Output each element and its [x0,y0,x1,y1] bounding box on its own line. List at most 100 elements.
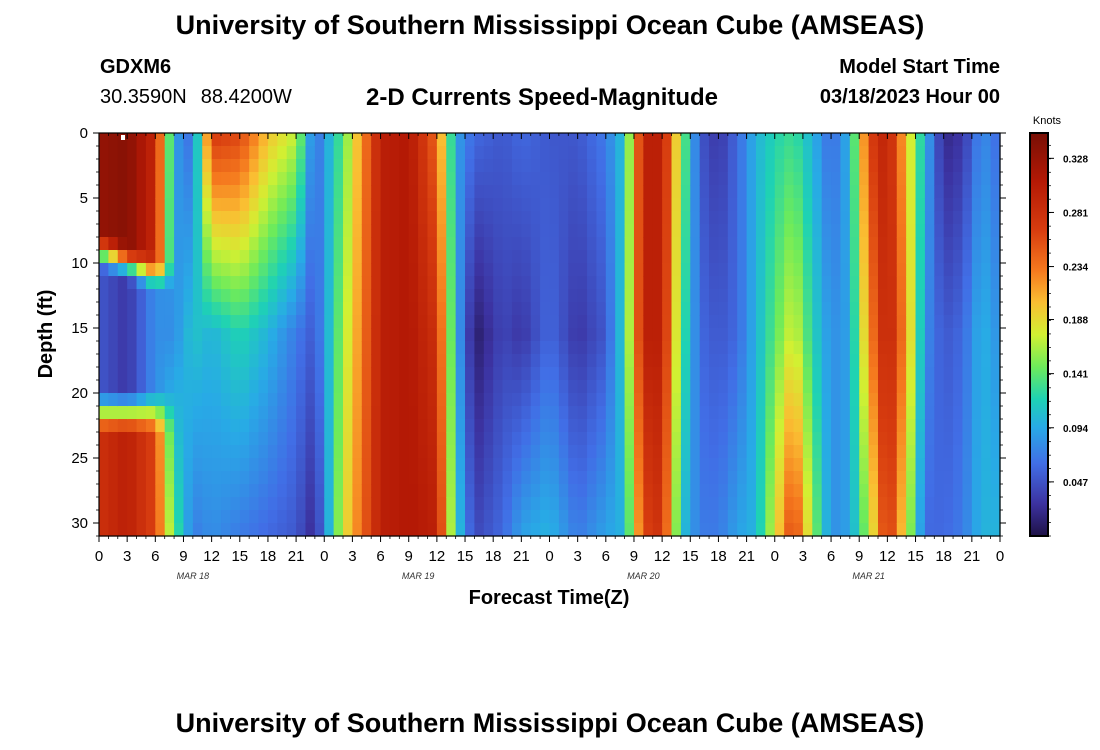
heatmap-cell [202,380,213,394]
heatmap-cell [943,510,954,524]
heatmap-cell [633,172,644,186]
heatmap-cell [221,458,231,472]
heatmap-cell [549,393,560,407]
heatmap-cell [155,237,166,251]
heatmap-cell [774,484,785,498]
heatmap-cell [371,211,382,225]
heatmap-cell [408,484,419,498]
heatmap-cell [680,445,691,459]
heatmap-cell [221,484,231,498]
heatmap-cell [831,315,842,329]
heatmap-cell [821,172,832,186]
heatmap-cell [887,276,898,290]
heatmap-cell [446,276,457,290]
heatmap-cell [446,419,457,433]
heatmap-cell [605,419,616,433]
heatmap-cell [155,250,166,264]
heatmap-cell [896,458,907,472]
heatmap-cell [164,224,175,238]
colorbar-title: Knots [1033,115,1062,127]
heatmap-cell [624,302,635,316]
heatmap-cell [230,393,241,407]
heatmap-cell [296,367,307,381]
heatmap-cell [361,510,372,524]
heatmap-cell [502,172,513,186]
heatmap-cell [408,146,419,160]
heatmap-cell [877,341,888,355]
heatmap-cell [183,328,194,342]
heatmap-cell [690,510,701,524]
heatmap-cell [812,224,823,238]
heatmap-cell [502,484,513,498]
heatmap-cell [380,354,391,368]
heatmap-cell [108,523,119,537]
heatmap-cell [671,471,682,485]
heatmap-cell [568,445,579,459]
heatmap-cell [455,224,466,238]
heatmap-cell [352,276,363,290]
heatmap-cell [812,198,823,212]
heatmap-cell [671,432,682,446]
heatmap-cell [286,341,297,355]
heatmap-cell [418,198,429,212]
heatmap-cell [605,185,616,199]
heatmap-cell [859,263,870,277]
heatmap-cell [465,510,476,524]
heatmap-cell [709,393,720,407]
heatmap-cell [568,510,579,524]
station-id: GDXM6 [100,56,172,78]
heatmap-cell [558,432,569,446]
heatmap-cell [587,341,598,355]
heatmap-cell [934,328,945,342]
heatmap-cell [765,341,776,355]
heatmap-cell [971,380,982,394]
heatmap-cell [784,211,795,225]
heatmap-cell [465,198,476,212]
heatmap-cell [333,172,344,186]
heatmap-cell [389,341,400,355]
heatmap-cell [793,211,804,225]
heatmap-cell [615,263,626,277]
heatmap-cell [868,471,879,485]
heatmap-cell [361,406,372,420]
heatmap-cell [755,289,766,303]
heatmap-cell [192,263,203,277]
heatmap-cell [521,172,532,186]
heatmap-cell [174,250,185,264]
heatmap-cell [652,341,663,355]
heatmap-cell [127,133,138,147]
heatmap-cell [277,224,288,238]
heatmap-cell [971,211,982,225]
heatmap-cell [446,484,457,498]
heatmap-cell [483,445,494,459]
heatmap-cell [343,432,354,446]
heatmap-cell [680,523,691,537]
heatmap-cell [943,250,954,264]
heatmap-cell [605,276,616,290]
heatmap-cell [981,146,992,160]
heatmap-cell [296,354,307,368]
heatmap-cell [755,302,766,316]
heatmap-cell [643,354,654,368]
heatmap-cell [906,497,917,511]
heatmap-cell [680,172,691,186]
heatmap-cell [605,198,616,212]
heatmap-cell [427,198,438,212]
heatmap-cell [418,276,429,290]
heatmap-cell [962,224,973,238]
heatmap-cell [446,289,457,303]
heatmap-cell [343,510,354,524]
heatmap-cell [145,341,156,355]
heatmap-cell [371,419,382,433]
heatmap-cell [540,432,551,446]
heatmap-cell [727,250,738,264]
heatmap-cell [502,185,513,199]
heatmap-cell [887,458,898,472]
heatmap-cell [352,380,363,394]
heatmap-cell [493,510,504,524]
heatmap-cell [549,367,560,381]
heatmap-cell [765,432,776,446]
heatmap-cell [821,302,832,316]
heatmap-cell [662,315,673,329]
